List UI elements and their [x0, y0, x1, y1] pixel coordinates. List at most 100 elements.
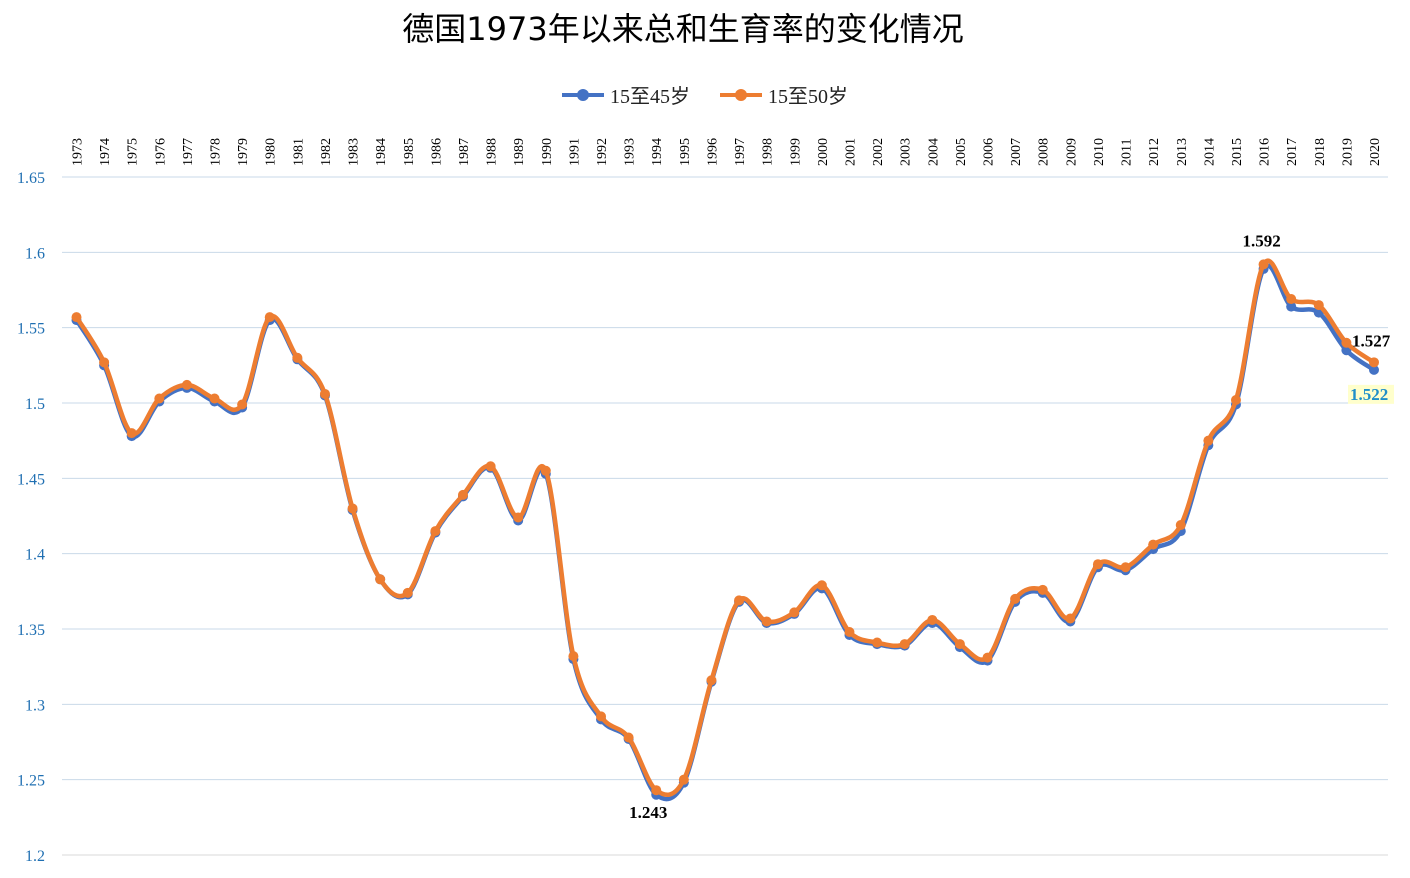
- annotations: 1.592 1.243 1.527 1.522: [629, 231, 1394, 822]
- data-point-series-1-1973[interactable]: [71, 312, 82, 323]
- data-point-series-1-2004[interactable]: [927, 614, 938, 625]
- x-tick-label: 2002: [871, 138, 886, 166]
- data-point-series-1-1987[interactable]: [457, 489, 468, 500]
- x-tick-label: 2020: [1368, 138, 1383, 166]
- data-point-series-1-1980[interactable]: [264, 312, 275, 323]
- x-tick-label: 1998: [761, 138, 776, 166]
- x-tick-label: 2000: [816, 138, 831, 166]
- data-point-series-1-1996[interactable]: [706, 675, 717, 686]
- x-tick-label: 1989: [512, 138, 527, 166]
- data-point-series-1-2010[interactable]: [1092, 559, 1103, 570]
- data-point-series-1-1985[interactable]: [402, 587, 413, 598]
- x-tick-label: 1999: [788, 138, 803, 166]
- data-point-series-0-2020[interactable]: [1369, 364, 1379, 375]
- x-tick-label: 1993: [623, 138, 638, 166]
- data-point-series-1-1983[interactable]: [347, 503, 358, 514]
- x-tick-label: 1985: [402, 138, 417, 166]
- data-label-2016-series-1: 1.592: [1242, 231, 1280, 250]
- x-tick-label: 1974: [98, 138, 113, 166]
- x-tick-label: 2018: [1313, 138, 1328, 166]
- x-tick-label: 2005: [954, 138, 969, 166]
- data-point-series-1-2000[interactable]: [816, 580, 827, 591]
- legend-dot-series-1: [735, 88, 747, 101]
- data-point-series-1-2011[interactable]: [1120, 562, 1131, 573]
- data-point-series-1-2016[interactable]: [1258, 259, 1269, 270]
- data-point-series-1-1991[interactable]: [568, 651, 579, 662]
- data-point-series-1-2002[interactable]: [872, 637, 883, 648]
- x-tick-label: 1994: [650, 138, 665, 166]
- x-tick-label: 1988: [485, 138, 500, 166]
- data-point-series-1-1995[interactable]: [678, 774, 689, 785]
- data-point-series-1-2015[interactable]: [1230, 394, 1241, 405]
- x-tick-label: 1997: [733, 138, 748, 166]
- data-point-series-1-1993[interactable]: [623, 732, 634, 743]
- legend-swatch-series-0: [562, 88, 604, 101]
- data-point-series-1-1984[interactable]: [375, 574, 386, 585]
- data-point-series-1-1999[interactable]: [789, 607, 800, 618]
- y-tick-label: 1.5: [25, 396, 45, 413]
- x-tick-label: 1979: [236, 138, 251, 166]
- x-tick-label: 1990: [540, 138, 555, 166]
- data-point-series-1-2014[interactable]: [1203, 435, 1214, 446]
- data-point-series-1-1977[interactable]: [181, 379, 192, 390]
- data-point-series-1-1982[interactable]: [319, 388, 330, 399]
- data-point-series-1-1974[interactable]: [99, 357, 110, 368]
- x-tick-label: 2014: [1202, 138, 1217, 166]
- data-point-series-1-1976[interactable]: [154, 393, 165, 404]
- x-tick-label: 2013: [1175, 138, 1190, 166]
- data-point-series-1-1975[interactable]: [126, 428, 137, 439]
- x-tick-label: 2010: [1092, 138, 1107, 166]
- x-tick-label: 2011: [1120, 139, 1135, 166]
- data-point-series-1-1990[interactable]: [540, 465, 551, 476]
- data-point-series-1-2003[interactable]: [899, 639, 910, 650]
- data-point-series-1-1978[interactable]: [209, 393, 220, 404]
- legend-item-series-0[interactable]: 15至45岁: [562, 80, 690, 109]
- x-tick-label: 1983: [347, 138, 362, 166]
- data-point-series-1-2020[interactable]: [1369, 357, 1379, 368]
- x-tick-label: 2008: [1037, 138, 1052, 166]
- y-tick-label: 1.55: [17, 321, 45, 338]
- data-point-series-1-2013[interactable]: [1175, 520, 1186, 531]
- data-point-series-1-1986[interactable]: [430, 526, 441, 537]
- data-point-series-1-2005[interactable]: [954, 639, 965, 650]
- data-point-series-1-2017[interactable]: [1286, 294, 1297, 305]
- x-tick-label: 2019: [1340, 138, 1355, 166]
- data-point-series-1-2009[interactable]: [1065, 613, 1076, 624]
- data-point-series-1-2012[interactable]: [1148, 539, 1159, 550]
- data-point-series-1-1981[interactable]: [292, 352, 303, 363]
- data-point-series-1-1989[interactable]: [513, 512, 524, 523]
- y-tick-label: 1.4: [25, 547, 45, 564]
- data-point-series-1-2006[interactable]: [982, 652, 993, 663]
- x-tick-label: 1980: [264, 138, 279, 166]
- data-point-series-1-1988[interactable]: [485, 461, 496, 472]
- x-tick-label: 1978: [209, 138, 224, 166]
- x-tick-label: 1977: [181, 138, 196, 166]
- y-tick-label: 1.35: [17, 622, 45, 639]
- x-tick-label: 1996: [705, 138, 720, 166]
- data-point-series-1-2019[interactable]: [1341, 337, 1352, 348]
- data-point-series-1-1979[interactable]: [237, 399, 248, 410]
- x-tick-label: 2009: [1064, 138, 1079, 166]
- x-tick-label: 2016: [1258, 138, 1273, 166]
- data-point-series-1-2001[interactable]: [844, 627, 855, 638]
- y-tick-label: 1.3: [25, 697, 45, 714]
- data-point-series-1-1994[interactable]: [651, 785, 662, 796]
- x-tick-label: 1986: [429, 138, 444, 166]
- data-point-series-0-2017[interactable]: [1286, 301, 1297, 312]
- data-point-series-1-1998[interactable]: [761, 616, 772, 627]
- x-tick-label: 1992: [595, 138, 610, 166]
- x-tick-label: 2001: [843, 138, 858, 166]
- x-tick-label: 2006: [982, 138, 997, 166]
- legend-label-series-1: 15至50岁: [768, 86, 848, 108]
- data-point-series-1-2008[interactable]: [1037, 584, 1048, 595]
- legend-item-series-1[interactable]: 15至50岁: [720, 80, 848, 109]
- data-point-series-1-2018[interactable]: [1313, 300, 1324, 311]
- x-tick-label: 1982: [319, 138, 334, 166]
- data-point-series-1-1992[interactable]: [596, 711, 607, 722]
- x-tick-label: 1987: [457, 138, 472, 166]
- data-point-series-1-1997[interactable]: [734, 595, 745, 606]
- x-tick-label: 2007: [1009, 138, 1024, 166]
- x-tick-label: 1976: [153, 138, 168, 166]
- data-point-series-1-2007[interactable]: [1010, 593, 1021, 604]
- x-tick-label: 2004: [926, 138, 941, 166]
